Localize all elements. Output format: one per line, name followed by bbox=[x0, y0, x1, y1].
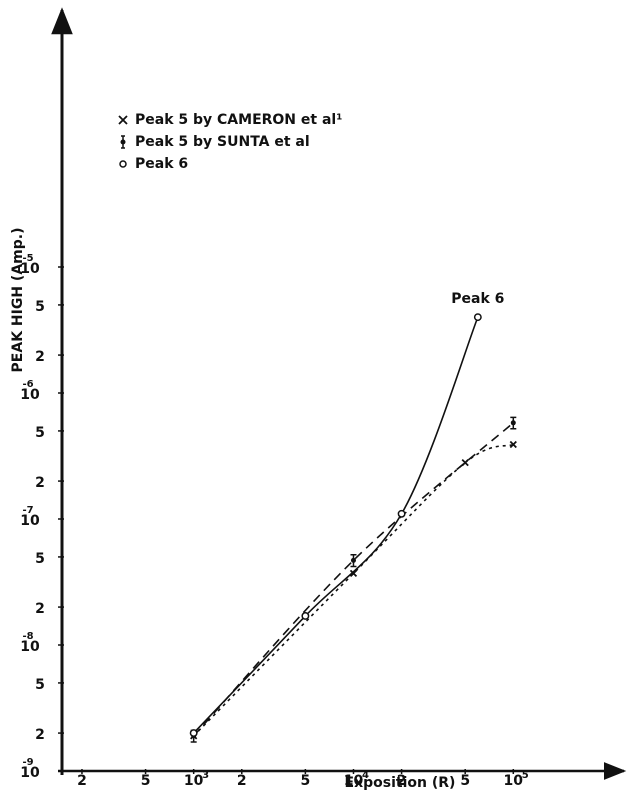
y-tick-exponent: -9 bbox=[22, 757, 33, 768]
point bbox=[473, 313, 482, 322]
y-tick-exponent: -8 bbox=[22, 631, 33, 642]
point bbox=[397, 509, 406, 518]
y-tick-label: 10 bbox=[20, 513, 40, 529]
x-tick-label: 2 bbox=[397, 773, 407, 789]
x-tick-label: 5 bbox=[141, 773, 151, 789]
point bbox=[349, 569, 358, 578]
x-tick-label: 5 bbox=[301, 773, 311, 789]
y-tick-label: 10 bbox=[20, 261, 40, 277]
legend-marker bbox=[120, 139, 126, 145]
point bbox=[189, 729, 198, 738]
x-tick-exponent: 5 bbox=[522, 770, 529, 781]
y-tick-label: 5 bbox=[35, 299, 45, 315]
y-axis-label: PEAK HIGH (Amp.) bbox=[10, 228, 26, 373]
x-tick-label: 10 bbox=[184, 773, 204, 789]
annotation: Peak 6 bbox=[451, 291, 504, 307]
y-tick-label: 2 bbox=[35, 601, 45, 617]
x-axis-label: Exposition (R) bbox=[345, 775, 456, 790]
legend-label: Peak 5 by CAMERON et al¹ bbox=[135, 112, 342, 128]
x-tick-exponent: 4 bbox=[362, 770, 369, 781]
x-tick-label: 10 bbox=[504, 773, 524, 789]
legend-label: Peak 6 bbox=[135, 156, 188, 172]
legend-marker bbox=[118, 115, 128, 125]
point bbox=[509, 440, 517, 449]
point bbox=[350, 557, 356, 563]
x-tick-exponent: 3 bbox=[202, 770, 209, 781]
legend-label: Peak 5 by SUNTA et al bbox=[135, 134, 310, 150]
y-tick-label: 5 bbox=[35, 551, 45, 567]
series-line bbox=[193, 422, 514, 737]
y-tick-label: 5 bbox=[35, 425, 45, 441]
point bbox=[510, 420, 516, 426]
y-tick-exponent: -5 bbox=[22, 253, 33, 264]
series-line bbox=[193, 443, 514, 737]
point bbox=[301, 612, 310, 620]
y-tick-exponent: -7 bbox=[22, 505, 33, 516]
y-tick-label: 10 bbox=[20, 387, 40, 403]
y-tick-label: 10 bbox=[20, 639, 40, 655]
series-line bbox=[193, 316, 479, 734]
x-tick-label: 10 bbox=[344, 773, 364, 789]
y-tick-label: 2 bbox=[35, 475, 45, 491]
x-tick-label: 2 bbox=[237, 773, 247, 789]
x-tick-label: 5 bbox=[460, 773, 470, 789]
x-tick-label: 2 bbox=[77, 773, 87, 789]
y-tick-label: 5 bbox=[35, 677, 45, 693]
y-tick-label: 2 bbox=[35, 727, 45, 743]
y-tick-label: 2 bbox=[35, 349, 45, 365]
legend-marker bbox=[119, 160, 127, 168]
y-tick-label: 10 bbox=[20, 765, 40, 781]
y-tick-exponent: -6 bbox=[22, 379, 33, 390]
